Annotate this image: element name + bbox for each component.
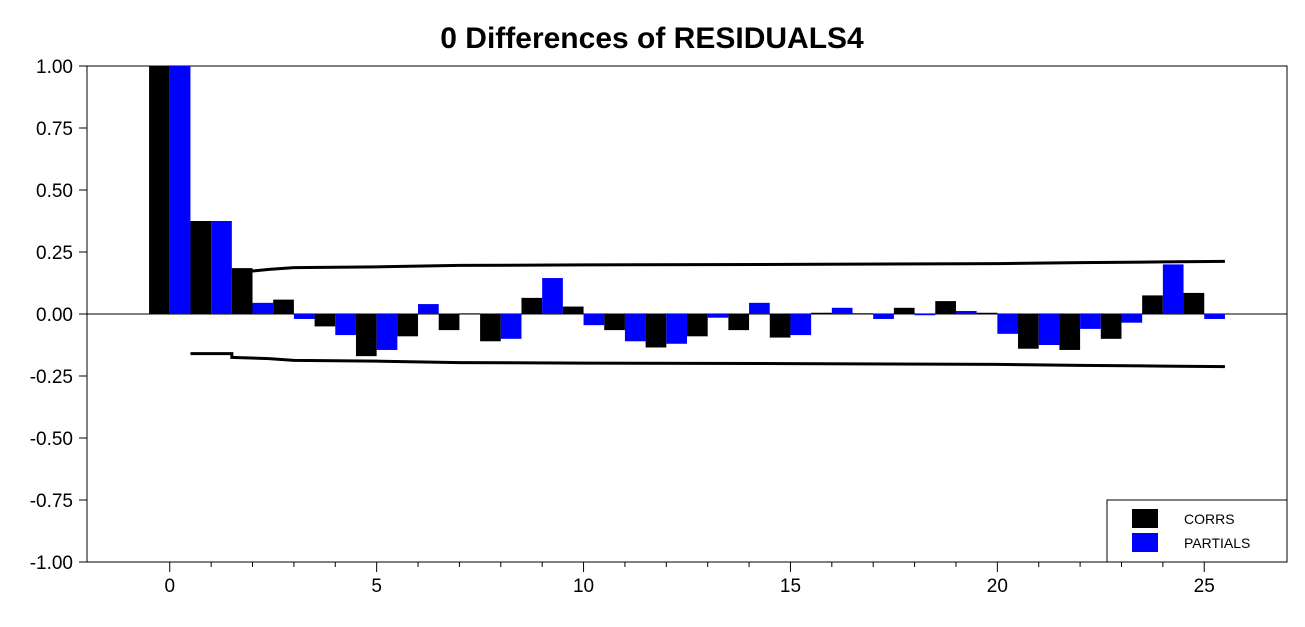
- corrs-bar: [1018, 314, 1039, 349]
- corrs-bar: [935, 301, 956, 314]
- y-tick-label: -0.75: [30, 491, 73, 512]
- y-tick-label: 0.75: [36, 119, 73, 140]
- corrs-bar: [645, 314, 667, 348]
- partials-bar: [459, 313, 481, 314]
- y-tick-label: -0.50: [30, 429, 73, 450]
- partials-bar: [583, 314, 605, 326]
- corrs-bar: [728, 314, 750, 331]
- partials-bar: [1080, 314, 1101, 329]
- legend-swatch-partials: [1132, 533, 1158, 552]
- legend-label-corrs: CORRS: [1184, 511, 1235, 527]
- confidence-band-lower: [190, 352, 1225, 369]
- corrs-bar: [1183, 292, 1205, 314]
- partials-bar: [211, 221, 232, 314]
- x-tick-label: 0: [164, 576, 175, 597]
- partials-bar: [252, 302, 274, 314]
- x-tick-label: 25: [1194, 576, 1215, 597]
- corrs-bar: [273, 299, 294, 314]
- corrs-bar: [521, 297, 543, 314]
- x-axis: 0 5 10 15 20 25: [164, 562, 1215, 597]
- corrs-bar: [769, 314, 791, 338]
- partials-bar: [376, 314, 398, 350]
- legend-swatch-corrs: [1132, 509, 1158, 528]
- corrs-bar: [355, 314, 377, 357]
- x-tick-label: 15: [780, 576, 801, 597]
- y-axis: 1.00 0.75 0.50 0.25 0.00 -0.25 -0.50 -0.75 -1.00: [30, 57, 87, 574]
- corrs-bar: [893, 307, 915, 314]
- legend-label-partials: PARTIALS: [1184, 535, 1250, 551]
- partials-bar: [293, 314, 315, 319]
- corrs-bar: [149, 66, 170, 314]
- partials-bar: [749, 302, 770, 314]
- bars: [149, 66, 1225, 357]
- corrs-bar: [604, 314, 625, 331]
- x-tick-label: 10: [573, 576, 594, 597]
- partials-bar: [831, 307, 853, 314]
- corrs-bar: [1100, 314, 1122, 339]
- x-tick-label: 5: [371, 576, 382, 597]
- corrs-bar: [687, 314, 708, 337]
- partials-bar: [1121, 314, 1143, 323]
- y-tick-label: -0.25: [30, 367, 73, 388]
- partials-bar: [914, 314, 936, 316]
- corrs-bar: [397, 314, 419, 337]
- partials-bar: [666, 314, 687, 344]
- partials-bar: [169, 66, 191, 314]
- corrs-bar: [976, 312, 998, 314]
- corrs-bar: [1059, 314, 1081, 350]
- corrs-bar: [562, 306, 584, 314]
- partials-bar: [335, 314, 356, 336]
- partials-bar: [1162, 264, 1184, 314]
- partials-bar: [624, 314, 646, 342]
- partials-bar: [1038, 314, 1060, 345]
- corrs-bar: [438, 314, 460, 331]
- confidence-band: [190, 259, 1225, 369]
- partials-bar: [418, 304, 439, 314]
- corrs-bar: [811, 312, 832, 314]
- confidence-band-upper: [231, 259, 1225, 275]
- partials-bar: [873, 314, 894, 319]
- y-tick-label: 0.00: [36, 305, 73, 326]
- partials-bar: [542, 278, 563, 314]
- y-tick-label: 0.50: [36, 181, 73, 202]
- corrs-bar: [190, 221, 212, 314]
- chart-title: 0 Differences of RESIDUALS4: [440, 22, 864, 55]
- y-tick-label: 1.00: [36, 57, 73, 78]
- corrs-bar: [852, 313, 874, 314]
- partials-bar: [997, 314, 1019, 334]
- corrs-bar: [314, 314, 336, 327]
- partials-bar: [1204, 314, 1225, 319]
- legend: CORRS PARTIALS: [1106, 499, 1288, 563]
- partials-bar: [500, 314, 522, 339]
- y-tick-label: 0.25: [36, 243, 73, 264]
- y-tick-label: -1.00: [30, 553, 73, 574]
- partials-bar: [790, 314, 812, 336]
- corrs-bar: [1142, 295, 1163, 314]
- partials-bar: [707, 314, 729, 318]
- corrs-bar: [480, 314, 501, 342]
- corrs-bar: [231, 268, 253, 314]
- partials-bar: [955, 311, 977, 314]
- x-tick-label: 20: [987, 576, 1008, 597]
